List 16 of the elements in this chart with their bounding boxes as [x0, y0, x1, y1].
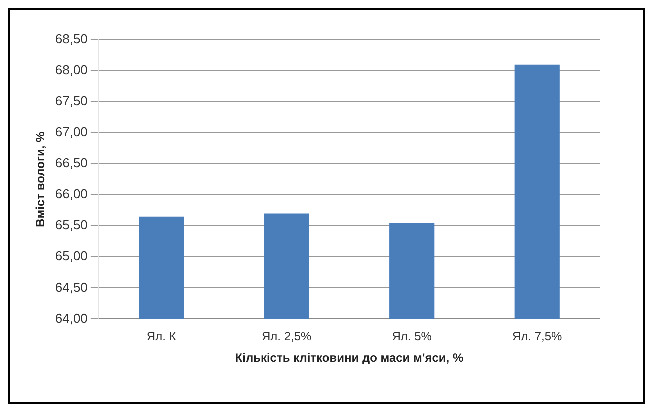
y-tick-label: 67,00: [55, 124, 88, 140]
y-tick-label: 66,00: [55, 186, 88, 202]
y-tick-label: 67,50: [55, 94, 88, 109]
y-tick-label: 64,00: [55, 310, 88, 326]
y-tick-label: 64,50: [55, 280, 88, 295]
y-tick-label: 65,50: [55, 218, 88, 233]
y-tick-label: 68,50: [55, 32, 88, 47]
x-tick-label: Ял. 5%: [392, 330, 432, 344]
y-tick-label: 65,00: [55, 248, 88, 264]
y-tick-label: 66,50: [55, 156, 88, 171]
x-tick-label: Ял. 2,5%: [262, 330, 312, 344]
x-tick-label: Ял. 7,5%: [512, 330, 563, 344]
y-tick-label: 68,00: [55, 62, 88, 78]
x-axis-title: Кількість клітковини до маси м'яси, %: [235, 351, 464, 366]
y-axis-title: Вміст вологи, %: [34, 132, 48, 228]
x-tick-label: Ял. К: [146, 330, 176, 344]
